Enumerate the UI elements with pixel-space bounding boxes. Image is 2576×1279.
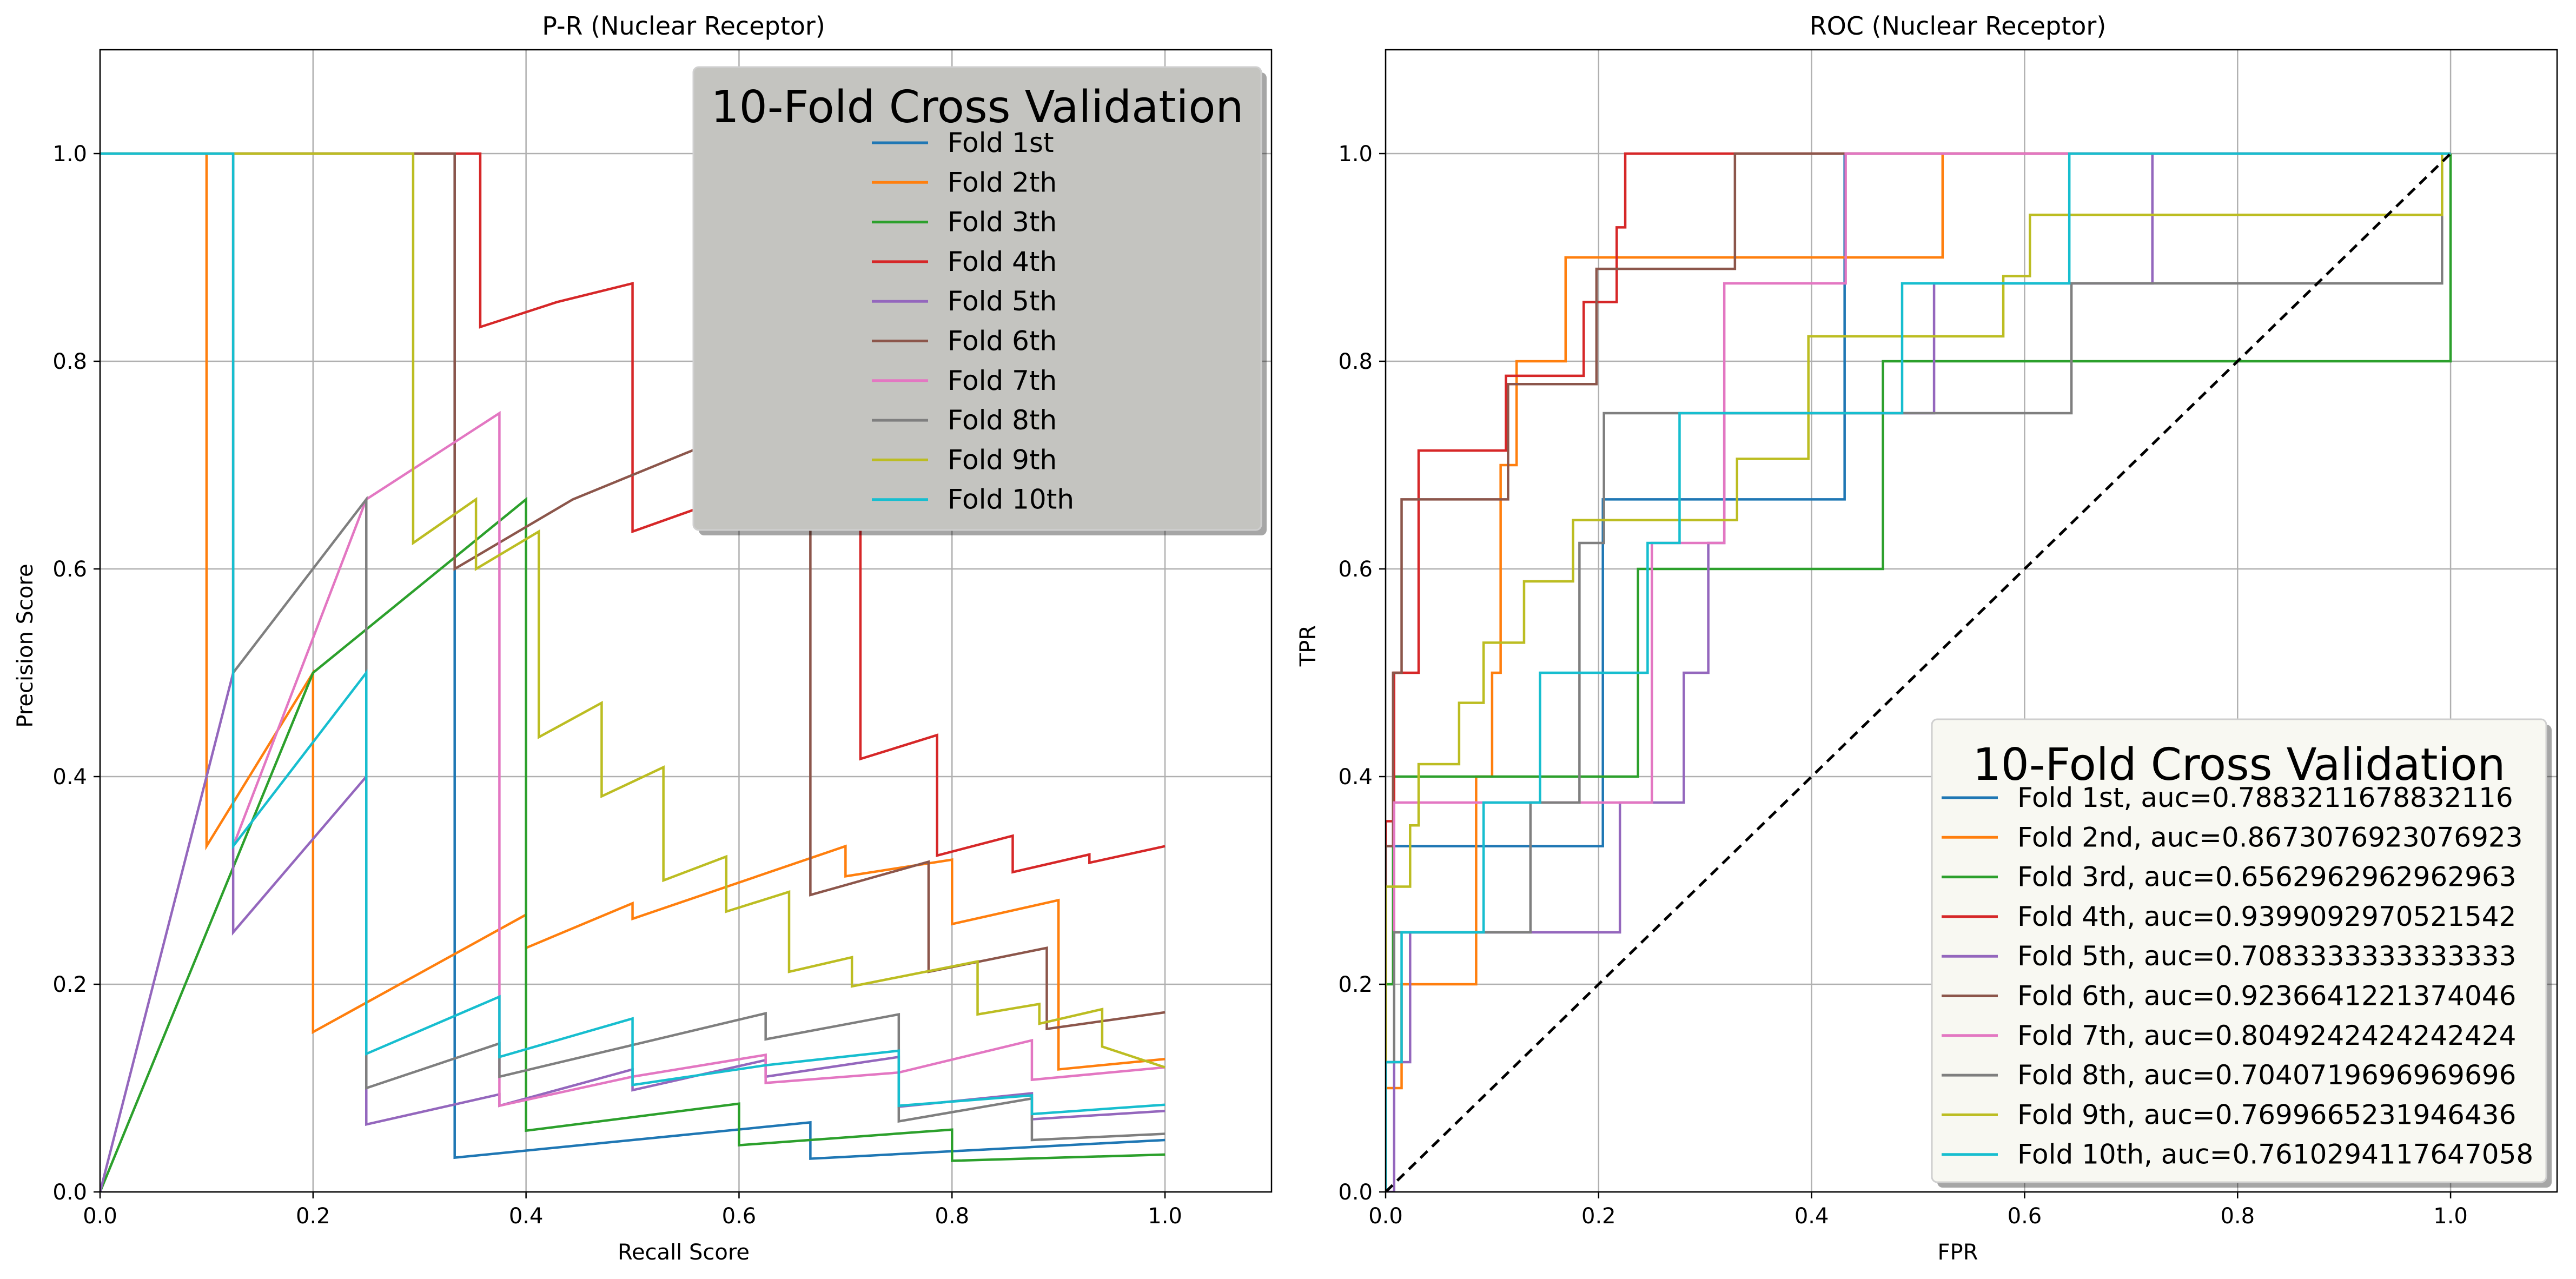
pr-legend-box bbox=[692, 66, 1262, 531]
pr-x-axis-label: Recall Score bbox=[618, 1240, 750, 1265]
roc-x-tick-label: 0.2 bbox=[1581, 1204, 1616, 1229]
pr-legend-label-7: Fold 7th bbox=[948, 365, 1057, 396]
roc-legend-label-10: Fold 10th, auc=0.7610294117647058 bbox=[2017, 1139, 2533, 1170]
pr-legend-label-10: Fold 10th bbox=[948, 484, 1074, 515]
pr-x-tick-label: 0.2 bbox=[296, 1204, 330, 1229]
roc-legend-label-9: Fold 9th, auc=0.7699665231946436 bbox=[2017, 1099, 2516, 1130]
roc-legend-label-5: Fold 5th, auc=0.7083333333333333 bbox=[2017, 940, 2516, 972]
pr-legend-label-8: Fold 8th bbox=[948, 405, 1057, 436]
pr-y-tick-label: 0.8 bbox=[52, 349, 87, 374]
pr-legend-label-9: Fold 9th bbox=[948, 444, 1057, 475]
roc-series-line-10 bbox=[1386, 152, 2451, 1192]
pr-legend-label-4: Fold 4th bbox=[948, 246, 1057, 277]
roc-legend-label-1: Fold 1st, auc=0.7883211678832116 bbox=[2017, 782, 2513, 813]
pr-chart-title: P-R (Nuclear Receptor) bbox=[542, 11, 825, 41]
roc-y-axis-label: TPR bbox=[1296, 625, 1321, 667]
roc-legend-label-7: Fold 7th, auc=0.8049242424242424 bbox=[2017, 1020, 2516, 1051]
pr-legend-label-1: Fold 1st bbox=[948, 127, 1054, 158]
roc-legend-box bbox=[1931, 718, 2547, 1183]
roc-legend-label-8: Fold 8th, auc=0.7040719696969696 bbox=[2017, 1059, 2516, 1091]
roc-y-tick-label: 0.6 bbox=[1338, 557, 1373, 582]
pr-series-line-2 bbox=[100, 152, 1166, 1071]
roc-chart: ROC (Nuclear Receptor) FPR TPR 0.0 0.2 0.4… bbox=[1296, 11, 2558, 1265]
pr-y-tick-label: 1.0 bbox=[52, 142, 87, 167]
pr-y-tick-label: 0.2 bbox=[52, 972, 87, 997]
roc-chance-diagonal bbox=[1386, 153, 2452, 1192]
pr-series-line-6 bbox=[100, 152, 1166, 1031]
pr-y-axis-label: Precision Score bbox=[13, 564, 38, 727]
roc-legend-label-6: Fold 6th, auc=0.9236641221374046 bbox=[2017, 980, 2516, 1012]
pr-x-tick-label: 1.0 bbox=[1148, 1204, 1182, 1229]
pr-legend-title: 10-Fold Cross Validation bbox=[711, 82, 1243, 133]
roc-y-tick-label: 0.8 bbox=[1338, 349, 1373, 374]
pr-legend-label-2: Fold 2th bbox=[948, 167, 1057, 198]
pr-series-line-4 bbox=[100, 152, 1166, 874]
roc-y-tick-label: 0.0 bbox=[1338, 1180, 1373, 1205]
pr-legend-label-6: Fold 6th bbox=[948, 326, 1057, 357]
pr-series-line-3 bbox=[100, 496, 1166, 1192]
pr-y-tick-label: 0.0 bbox=[52, 1180, 87, 1205]
pr-x-tick-label: 0.8 bbox=[935, 1204, 969, 1229]
roc-legend-label-4: Fold 4th, auc=0.9399092970521542 bbox=[2017, 901, 2516, 932]
pr-x-tick-label: 0.0 bbox=[83, 1204, 117, 1229]
pr-axes-frame bbox=[99, 49, 1273, 1193]
roc-y-tick-label: 1.0 bbox=[1338, 142, 1373, 167]
pr-chart: P-R (Nuclear Receptor) Recall Score Prec… bbox=[13, 11, 1273, 1265]
roc-series-line-9 bbox=[1386, 152, 2451, 1192]
pr-y-tick-label: 0.4 bbox=[52, 765, 87, 790]
roc-y-tick-label: 0.4 bbox=[1338, 765, 1373, 790]
pr-x-tick-label: 0.6 bbox=[722, 1204, 757, 1229]
pr-legend-label-5: Fold 5th bbox=[948, 286, 1057, 317]
roc-axes-frame bbox=[1385, 49, 2558, 1193]
roc-x-tick-label: 0.0 bbox=[1368, 1204, 1403, 1229]
pr-series-line-10 bbox=[100, 152, 1166, 1116]
roc-legend-label-2: Fold 2nd, auc=0.8673076923076923 bbox=[2017, 821, 2523, 853]
pr-x-tick-label: 0.4 bbox=[509, 1204, 544, 1229]
pr-legend-label-3: Fold 3th bbox=[948, 207, 1057, 238]
roc-series-group bbox=[1386, 152, 2452, 1192]
pr-series-group bbox=[100, 152, 1166, 1192]
pr-series-line-9 bbox=[100, 152, 1166, 1069]
roc-x-tick-label: 1.0 bbox=[2433, 1204, 2468, 1229]
roc-legend-title: 10-Fold Cross Validation bbox=[1972, 739, 2505, 791]
roc-x-tick-label: 0.4 bbox=[1794, 1204, 1829, 1229]
roc-x-tick-label: 0.6 bbox=[2008, 1204, 2042, 1229]
roc-legend-label-3: Fold 3rd, auc=0.6562962962962963 bbox=[2017, 861, 2517, 893]
roc-x-tick-label: 0.8 bbox=[2220, 1204, 2255, 1229]
roc-x-axis-label: FPR bbox=[1938, 1240, 1978, 1265]
roc-chart-title: ROC (Nuclear Receptor) bbox=[1810, 11, 2107, 41]
roc-y-tick-label: 0.2 bbox=[1338, 972, 1373, 997]
pr-y-tick-label: 0.6 bbox=[52, 557, 87, 582]
